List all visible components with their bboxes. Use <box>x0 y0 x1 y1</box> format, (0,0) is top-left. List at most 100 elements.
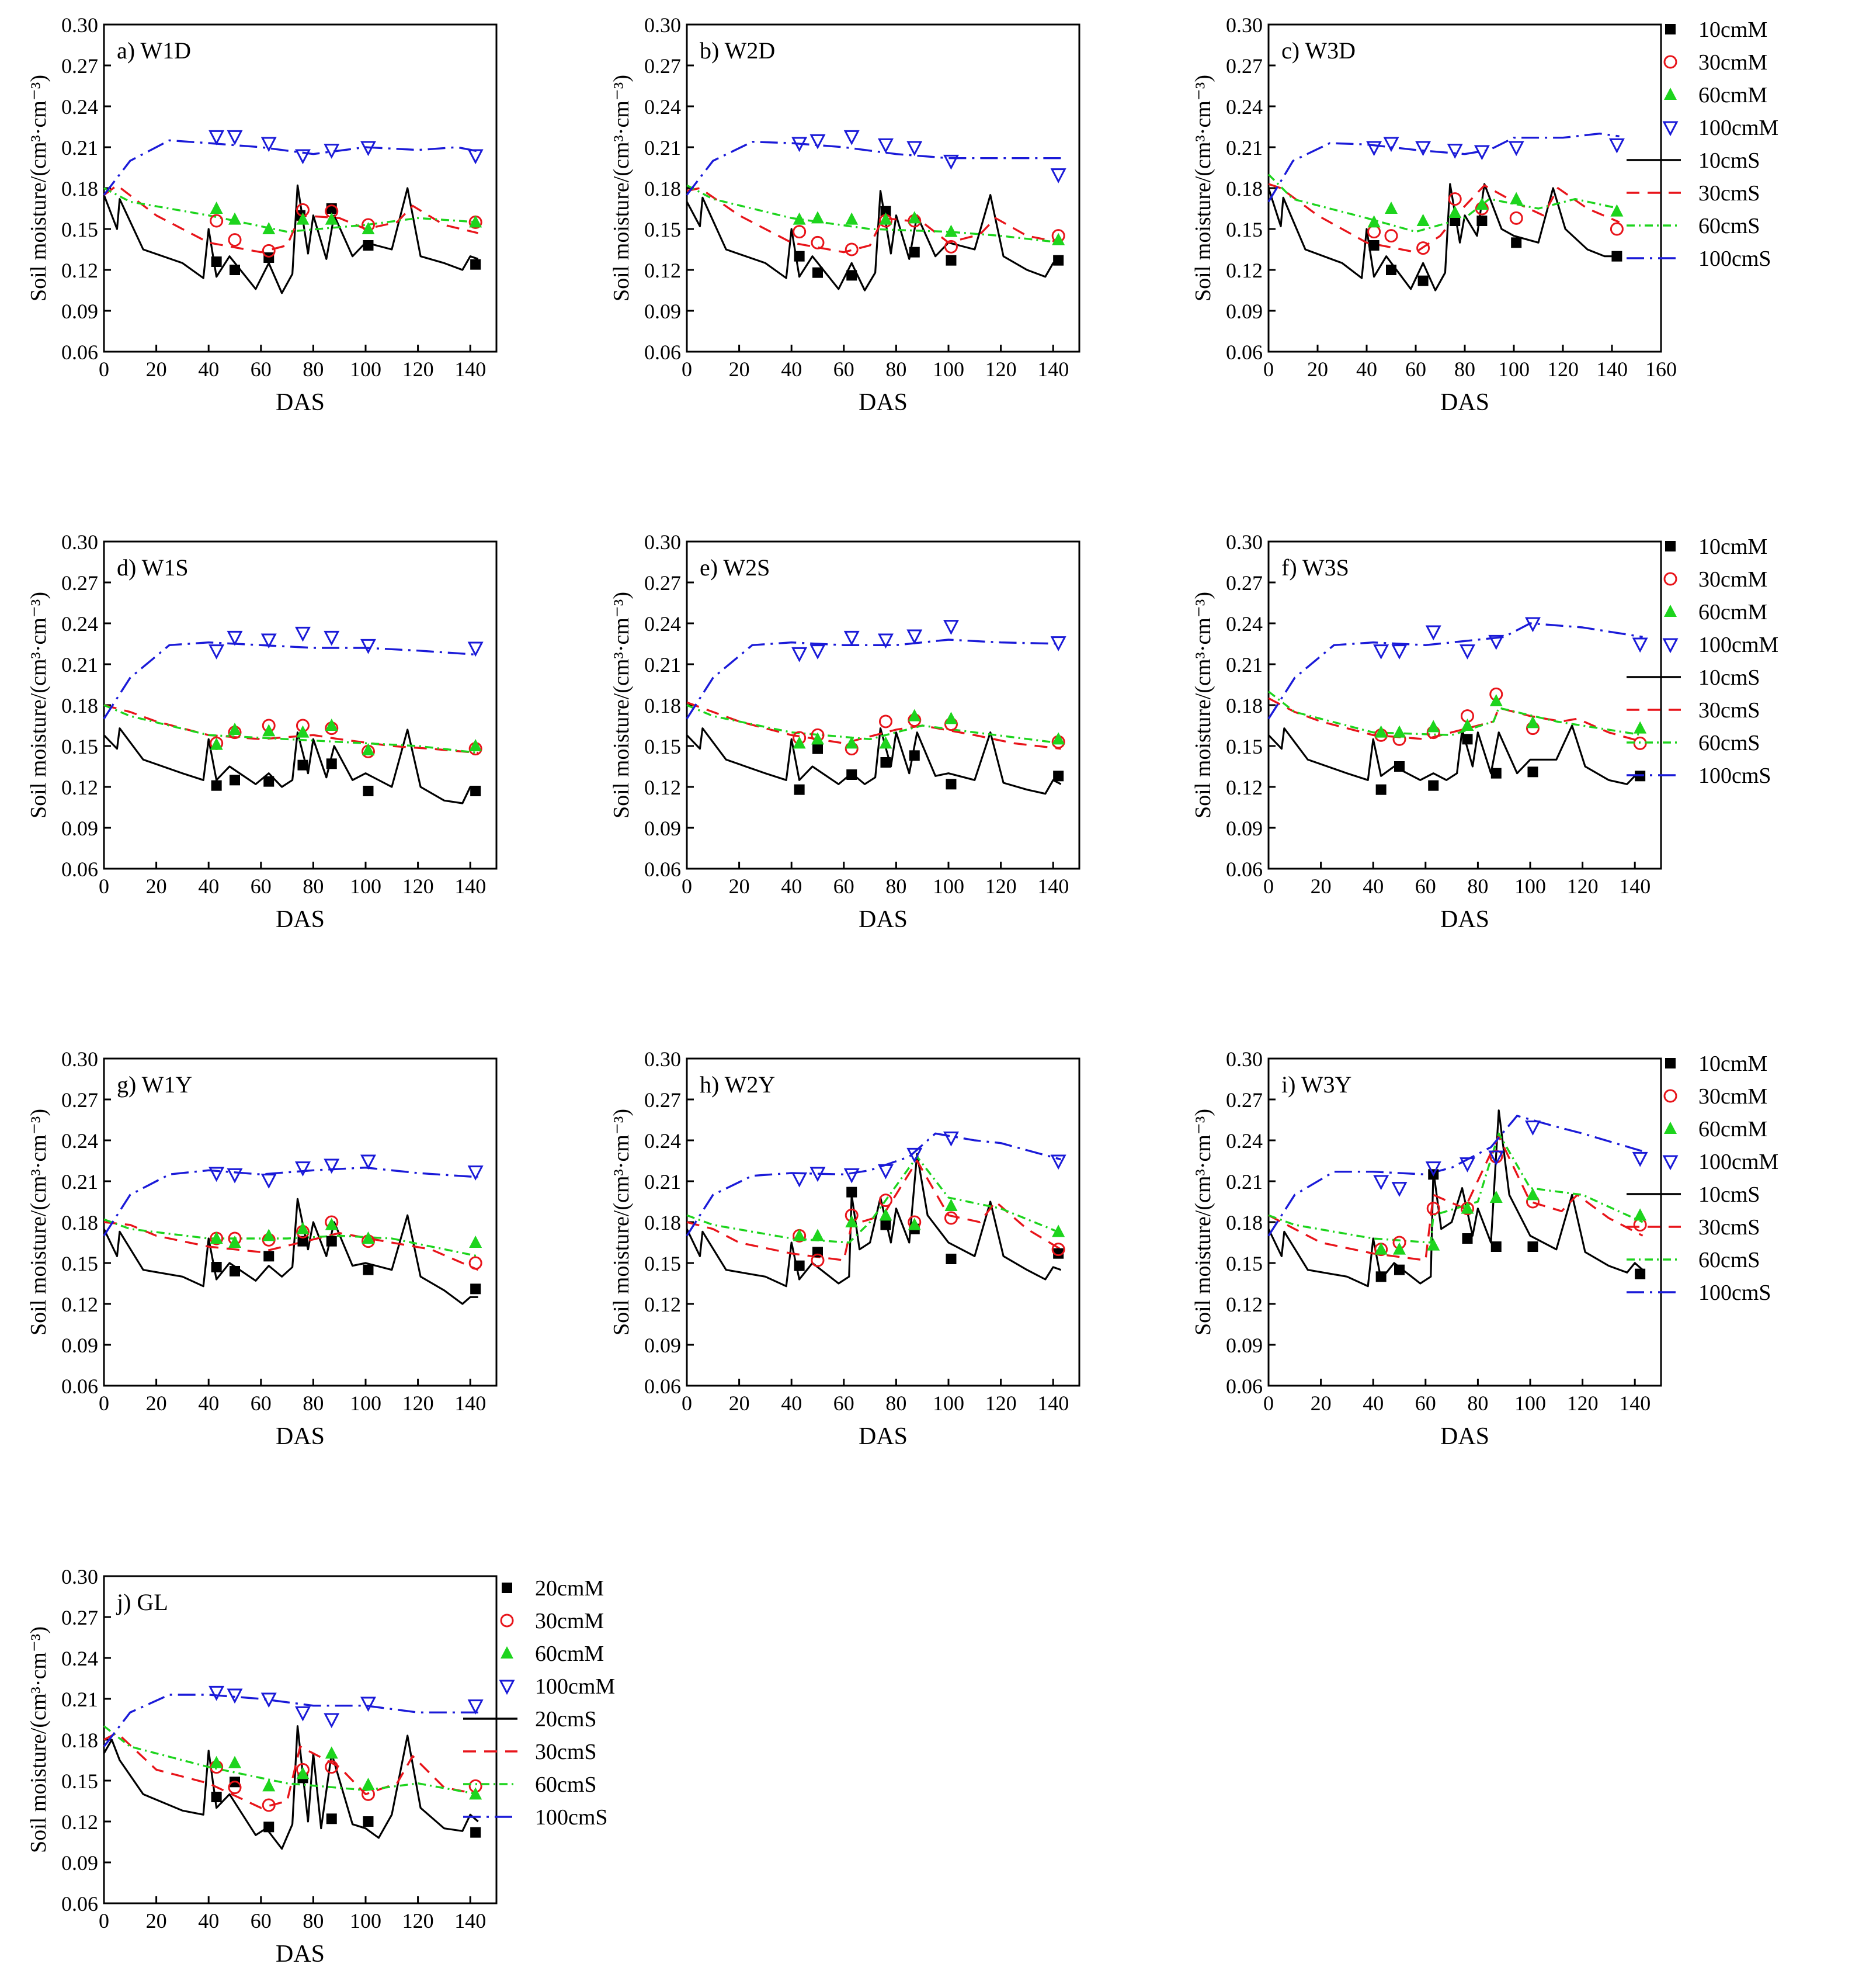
x-tick-label: 100 <box>933 358 964 381</box>
measured-point-d10 <box>794 784 805 795</box>
x-axis-label: DAS <box>276 1423 325 1450</box>
legend-label: 10cmS <box>1698 1182 1760 1207</box>
y-tick-label: 0.27 <box>61 571 98 595</box>
x-tick-label: 120 <box>402 358 434 381</box>
simulated-line-d100 <box>686 1132 1062 1237</box>
x-tick-label: 0 <box>99 875 109 898</box>
legend-marker <box>500 1614 514 1628</box>
x-axis-label: DAS <box>276 389 325 416</box>
legend-marker <box>1663 572 1677 586</box>
measured-point-d60 <box>811 1229 824 1241</box>
legend-label: 30cmM <box>1698 567 1767 592</box>
measured-point-d60 <box>1393 725 1406 738</box>
measured-point-d10 <box>1394 761 1405 772</box>
legend-label: 60cmM <box>1698 83 1767 107</box>
y-axis-label: Soil moisture/(cm³·cm⁻³) <box>609 1109 634 1335</box>
y-tick-label: 0.27 <box>61 1088 98 1112</box>
measured-point-d60 <box>210 1231 223 1244</box>
chart-panel: 0.06 0.09 0.12 0.15 0.18 0.21 0.24 0.27 0.30 0 20 4… <box>26 1565 498 1968</box>
y-axis-label: Soil moisture/(cm³·cm⁻³) <box>1191 1109 1215 1335</box>
measured-point-d100 <box>791 137 808 152</box>
measured-point-d100 <box>843 1168 860 1184</box>
measured-point-d60 <box>362 1778 375 1790</box>
legend-marker <box>1663 1089 1677 1103</box>
y-tick-label: 0.09 <box>644 300 681 323</box>
measured-point-d60 <box>944 224 958 237</box>
y-tick-label: 0.12 <box>644 776 681 799</box>
y-tick-label: 0.18 <box>61 1211 98 1234</box>
measured-point-d10 <box>946 1254 957 1264</box>
measured-point-d100 <box>843 630 860 646</box>
measured-point-d60 <box>845 212 859 225</box>
y-tick-label: 0.18 <box>644 177 681 200</box>
simulated-line-d100 <box>1267 132 1620 203</box>
x-axis-label: DAS <box>276 906 325 933</box>
measured-point-d30 <box>325 1760 339 1774</box>
y-tick-label: 0.15 <box>1226 218 1263 241</box>
measured-point-d100 <box>295 626 311 642</box>
measured-point-d10 <box>1476 216 1488 226</box>
x-tick-label: 60 <box>1415 1392 1436 1415</box>
x-tick-label: 40 <box>198 1392 219 1415</box>
measured-point-d60 <box>469 739 482 751</box>
x-tick-label: 80 <box>303 875 324 898</box>
simulated-line-d10 <box>1267 183 1620 292</box>
y-tick-label: 0.15 <box>644 218 681 241</box>
measured-point-d60 <box>362 1231 375 1244</box>
measured-point-d10 <box>794 251 805 262</box>
x-tick-label: 60 <box>251 1909 272 1933</box>
measured-point-d100 <box>1415 141 1431 157</box>
x-axis-label: DAS <box>859 906 908 933</box>
y-tick-label: 0.21 <box>61 1688 98 1711</box>
measured-point-d100 <box>260 1174 277 1189</box>
measured-point-d100 <box>906 141 923 157</box>
y-axis-label: Soil moisture/(cm³·cm⁻³) <box>1191 75 1215 301</box>
measured-point-d10 <box>1386 265 1396 275</box>
measured-point-d30 <box>1384 229 1398 243</box>
measured-point-d10 <box>880 757 891 768</box>
y-axis-label: Soil moisture/(cm³·cm⁻³) <box>26 592 51 818</box>
y-tick-label: 0.15 <box>61 1770 98 1793</box>
y-tick-label: 0.27 <box>1226 54 1263 78</box>
x-tick-label: 0 <box>1263 358 1274 381</box>
chart-panel: 0.06 0.09 0.12 0.15 0.18 0.21 0.24 0.27 0.30 0 20 4… <box>609 530 1080 933</box>
x-tick-label: 20 <box>146 875 167 898</box>
measured-point-d30 <box>228 233 242 247</box>
y-axis-label: Soil moisture/(cm³·cm⁻³) <box>1191 592 1215 818</box>
y-tick-label: 0.21 <box>61 653 98 676</box>
y-tick-label: 0.27 <box>1226 571 1263 595</box>
measured-point-d100 <box>295 1161 311 1177</box>
measured-point-d100 <box>878 1164 894 1179</box>
y-tick-label: 0.30 <box>1226 1047 1263 1071</box>
measured-point-d10 <box>211 780 222 791</box>
measured-point-d60 <box>1427 720 1440 733</box>
measured-point-d60 <box>325 212 338 225</box>
legend-marker <box>499 1680 515 1695</box>
simulated-line-d10 <box>103 184 479 294</box>
y-tick-label: 0.21 <box>644 653 681 676</box>
panel-title: f) W3S <box>1281 554 1349 581</box>
x-axis-label: DAS <box>1440 906 1489 933</box>
y-tick-label: 0.06 <box>644 858 681 881</box>
legend-marker <box>502 1583 512 1593</box>
measured-point-d100 <box>943 154 959 170</box>
measured-point-d100 <box>209 130 225 145</box>
measured-point-d30 <box>811 1253 825 1267</box>
y-tick-label: 0.27 <box>644 571 681 595</box>
measured-point-d100 <box>1425 1161 1441 1177</box>
y-tick-label: 0.21 <box>1226 136 1263 159</box>
y-tick-label: 0.24 <box>61 1647 98 1670</box>
measured-point-d10 <box>909 247 920 258</box>
x-tick-label: 80 <box>1467 875 1488 898</box>
y-tick-label: 0.09 <box>61 1334 98 1357</box>
x-tick-label: 100 <box>350 1392 381 1415</box>
measured-point-d60 <box>793 736 806 749</box>
measured-point-d10 <box>470 786 481 796</box>
chart-panel: 0.06 0.09 0.12 0.15 0.18 0.21 0.24 0.27 0.30 0 20 4… <box>609 13 1080 416</box>
plot-frame <box>103 23 498 353</box>
measured-point-d60 <box>228 1236 241 1248</box>
panel-title: j) GL <box>116 1589 168 1615</box>
simulated-line-d10 <box>686 727 1062 795</box>
measured-point-d100 <box>1608 138 1625 154</box>
